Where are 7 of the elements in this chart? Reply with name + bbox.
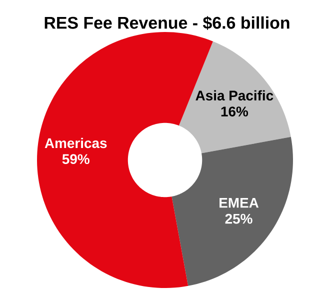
chart-title: RES Fee Revenue - $6.6 billion xyxy=(44,16,290,30)
data-label: 59% xyxy=(62,154,90,164)
slice-label: EMEA xyxy=(220,198,259,208)
data-label: 25% xyxy=(225,214,252,224)
data-label: 16% xyxy=(221,106,248,116)
slice-label: Americas xyxy=(44,138,107,148)
slice-label: Asia Pacific xyxy=(196,90,274,101)
